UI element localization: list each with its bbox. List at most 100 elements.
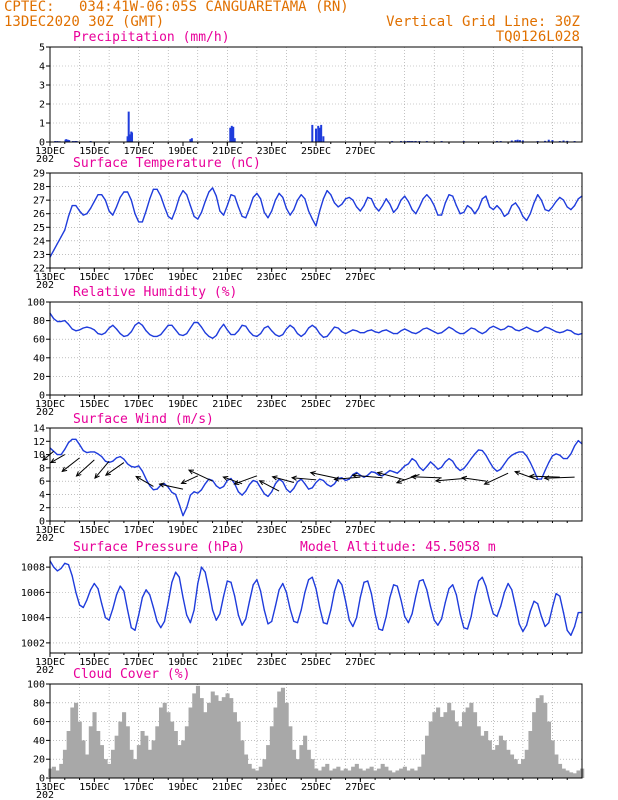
cloud-bar: [576, 770, 581, 778]
cloud-bar: [199, 698, 204, 778]
rh-point: [367, 330, 369, 332]
wind-point: [441, 466, 443, 468]
precip-bar: [229, 127, 232, 142]
x-tick-label: 13DEC: [35, 782, 65, 793]
wind-arrow: [290, 475, 317, 481]
press-point: [211, 609, 214, 611]
temp-point: [156, 188, 158, 190]
rh-point: [300, 335, 302, 338]
wind-point: [496, 470, 498, 472]
cloud-bar: [62, 749, 68, 778]
rh-point: [141, 324, 143, 326]
press-point: [293, 620, 295, 623]
x-tick-label: 27DEC: [345, 272, 375, 283]
rh-point: [241, 324, 243, 326]
rh-point: [474, 328, 476, 330]
wind-point: [60, 453, 62, 456]
press-point: [67, 563, 70, 566]
cloud-bar: [461, 712, 467, 778]
press-point: [466, 628, 469, 630]
press-point: [525, 624, 528, 626]
cloud-bar: [195, 685, 201, 778]
cloud-bar: [351, 766, 356, 778]
y-tick-label: 80: [33, 698, 45, 709]
press-point: [315, 587, 317, 590]
precip-bar: [516, 139, 519, 142]
temp-point: [152, 188, 155, 190]
cloud-bar: [170, 721, 175, 778]
wind-point: [119, 455, 121, 458]
wind-point: [577, 440, 579, 442]
wind-point: [241, 494, 243, 496]
cloud-bar: [314, 768, 319, 778]
wind-point: [381, 475, 384, 477]
press-point: [75, 591, 77, 593]
wind-point: [126, 463, 129, 465]
temp-point: [90, 207, 92, 209]
wind-arrow-head: [528, 473, 535, 479]
cloud-bar: [436, 707, 441, 778]
wind-arrow-head: [61, 466, 68, 473]
rh-point: [193, 321, 195, 324]
press-point: [392, 584, 395, 586]
wind-arrow-shaft: [411, 476, 442, 479]
wind-arrow: [49, 454, 66, 464]
y-tick-label: 100: [27, 680, 45, 691]
temp-point: [319, 210, 321, 212]
wind-arrow-head: [158, 482, 165, 488]
press-point: [333, 590, 336, 592]
temp-point: [267, 217, 269, 219]
press-point: [319, 606, 321, 609]
wind-point: [522, 451, 524, 453]
cloud-bar: [495, 745, 500, 778]
x-tick-label: 23DEC: [257, 399, 287, 410]
press-point: [522, 630, 524, 633]
wind-point: [392, 471, 395, 473]
wind-point: [374, 471, 376, 474]
press-point: [141, 596, 143, 599]
wind-point: [138, 465, 140, 467]
x-tick-label: 17DEC: [124, 657, 154, 668]
press-point: [53, 566, 55, 568]
wind-point: [101, 455, 103, 458]
temp-point: [56, 242, 58, 245]
cloud-bar: [532, 712, 537, 778]
rh-point: [197, 321, 199, 324]
temp-point: [300, 194, 302, 196]
cloud-bar: [247, 763, 252, 778]
temp-point: [548, 210, 550, 212]
cloud-bar: [277, 691, 282, 778]
temp-point: [333, 202, 336, 204]
temp-point: [415, 213, 417, 215]
cloud-bar: [214, 695, 219, 778]
x-tick-label: 21DEC: [212, 399, 242, 410]
temp-point: [123, 191, 125, 193]
wind-arrow-shaft: [234, 475, 258, 485]
rh-point: [448, 326, 450, 328]
wind-point: [529, 461, 531, 464]
rh-point: [75, 330, 77, 332]
temp-point: [130, 199, 132, 201]
wind-point: [367, 474, 369, 476]
x-tick-label: 23DEC: [257, 782, 287, 793]
wind-point: [396, 472, 398, 474]
press-point: [197, 582, 199, 585]
press-point: [308, 579, 310, 581]
rh-point: [326, 335, 328, 338]
temp-point: [562, 199, 565, 201]
y-tick-label: 20: [33, 755, 45, 766]
wind-arrow-head: [271, 475, 278, 481]
cloud-bar: [458, 726, 463, 778]
temp-point: [404, 195, 406, 197]
press-point: [426, 589, 428, 591]
wind-point: [511, 454, 513, 456]
temp-point: [271, 210, 273, 212]
press-point: [119, 585, 121, 587]
wind-point: [86, 451, 88, 454]
wind-point: [115, 457, 118, 459]
press-point: [223, 595, 225, 597]
cloud-bar: [188, 707, 193, 778]
press-point: [385, 615, 387, 617]
precip-bar: [551, 140, 554, 142]
